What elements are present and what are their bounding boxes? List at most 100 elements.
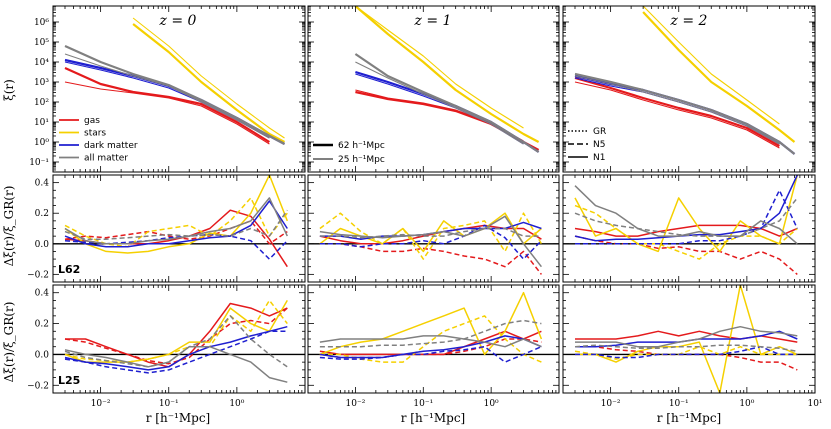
y-tick-label: 0.0 <box>35 240 50 250</box>
panel-frame <box>562 5 816 173</box>
legend-label-box-1: 25 h⁻¹Mpc <box>338 155 385 165</box>
diff-line-gas-N5 <box>574 235 798 275</box>
xi-line-all-matter-25 <box>64 53 270 139</box>
xlabel-col-2: r [h⁻¹Mpc] <box>657 411 721 425</box>
series-group <box>308 212 559 275</box>
y-tick-label: −0.2 <box>27 270 49 280</box>
diff-line-all-matter-N1 <box>319 215 542 268</box>
xi-line-all-matter-25 <box>355 61 524 145</box>
legend-label-N5: N5 <box>593 140 605 150</box>
panel-frame <box>52 174 306 283</box>
diff-line-all-matter-N5 <box>319 227 542 239</box>
panels-layer: 10⁻¹10⁰10¹10²10³10⁴10⁵10⁶−0.20.00.20.410… <box>27 5 823 409</box>
xi-line-gas-62 <box>574 76 780 147</box>
diff-line-stars-N1 <box>64 175 288 254</box>
panel-r2-c0: 10⁻² 10⁻¹ 10⁰ −0.2 0.0 0.2 0.4 <box>27 284 306 409</box>
diff-line-all-matter-N5 <box>64 209 288 240</box>
diff-line-dark-matter-N5 <box>64 330 288 374</box>
x-tick-label: 10⁻² <box>91 399 111 409</box>
diff-line-gas-N1 <box>574 224 798 237</box>
x-tick-label: 10⁻² <box>346 399 366 409</box>
y-tick-label: 10¹ <box>34 118 49 128</box>
panel-r1-c1 <box>307 174 560 283</box>
title-z2: z = 2 <box>670 13 708 29</box>
y-tick-label: 10⁰ <box>34 138 49 148</box>
diff-line-dark-matter-N5 <box>319 345 542 363</box>
legend-label-GR: GR <box>593 127 606 137</box>
series-group <box>53 175 305 268</box>
diff-line-dark-matter-N1 <box>319 335 542 359</box>
diff-line-gas-N1 <box>575 330 798 343</box>
xi-line-stars-62 <box>132 23 286 143</box>
panel-frame <box>52 5 306 173</box>
diff-line-stars-N5 <box>574 204 798 260</box>
labels-layer: r [h⁻¹Mpc] r [h⁻¹Mpc] r [h⁻¹Mpc] ξ(r) Δξ… <box>2 13 721 425</box>
row-label-l62: L62 <box>58 263 80 276</box>
panel-r0-c1 <box>307 5 560 173</box>
y-tick-label: 0.4 <box>35 289 50 299</box>
diff-line-gas-N5 <box>319 243 542 275</box>
xlabel-col-1: r [h⁻¹Mpc] <box>401 411 465 425</box>
row-label-l25: L25 <box>58 374 80 387</box>
y-tick-label: 10³ <box>34 78 49 88</box>
y-tick-label: 10² <box>34 98 49 108</box>
xi-line-all-matter-62 <box>354 53 540 153</box>
diff-line-gas-N5 <box>64 307 288 365</box>
x-tick-label: 10⁻¹ <box>159 399 179 409</box>
diff-line-dark-matter-N5 <box>575 345 798 359</box>
diff-line-all-matter-N1 <box>64 197 288 245</box>
diff-line-all-matter-N1 <box>64 345 288 383</box>
panel-r1-c2 <box>562 174 816 283</box>
xi-line-all-matter-25 <box>574 75 780 145</box>
xi-line-gas-62 <box>64 66 270 143</box>
legend-label-N1: N1 <box>593 153 605 163</box>
xi-line-stars-62 <box>354 6 540 143</box>
x-tick-label: 10⁰ <box>229 399 244 409</box>
y-tick-label: 0.0 <box>35 350 50 360</box>
series-group <box>563 175 815 275</box>
xi-line-dark-matter-25 <box>355 73 524 145</box>
legend-label-stars: stars <box>84 129 106 139</box>
x-tick-label: 10⁻¹ <box>413 399 433 409</box>
series-group <box>64 17 286 145</box>
y-tick-label: 10⁵ <box>34 38 49 48</box>
y-tick-label: 0.4 <box>35 179 50 189</box>
xi-line-all-matter-62 <box>64 44 286 145</box>
panel-r2-c1: 10⁻² 10⁻¹ 10⁰ <box>307 284 560 409</box>
x-tick-label: 10⁻¹ <box>669 399 689 409</box>
diff-line-all-matter-N1 <box>575 325 798 348</box>
legend-label-dark-matter: dark matter <box>84 141 138 151</box>
diff-line-all-matter-N5 <box>574 344 798 353</box>
diff-line-stars-N1 <box>575 285 798 393</box>
xi-line-dark-matter-62 <box>355 70 540 153</box>
panel-frame <box>52 284 306 394</box>
x-tick-label: 10⁰ <box>739 399 754 409</box>
legend-label-gas: gas <box>84 116 100 126</box>
xi-line-stars-25 <box>642 6 780 125</box>
legend-label-all-matter: all matter <box>84 154 128 164</box>
diff-line-all-matter-N5 <box>64 315 288 368</box>
y-tick-label: 10⁴ <box>34 58 49 68</box>
series-group <box>574 6 796 155</box>
panel-r0-c2 <box>562 5 816 173</box>
title-z0: z = 0 <box>159 13 197 29</box>
title-z1: z = 1 <box>414 13 452 29</box>
x-tick-label: 10⁻² <box>601 399 621 409</box>
x-tick-label: 10¹ <box>807 399 822 409</box>
diff-line-dark-matter-N1 <box>64 325 288 371</box>
series-group <box>354 6 540 153</box>
xi-line-stars-62 <box>642 11 796 143</box>
diff-line-all-matter-N1 <box>574 185 798 245</box>
legends-layer: gas stars dark matter all matter 62 h⁻¹Mpc 25… <box>59 116 606 165</box>
diff-line-gas-N5 <box>575 345 798 371</box>
series-group <box>563 285 815 393</box>
diff-line-all-matter-N5 <box>319 319 542 348</box>
xi-line-stars-25 <box>132 17 285 139</box>
panel-frame <box>562 174 816 283</box>
y-tick-label: 0.2 <box>35 209 49 219</box>
diff-line-stars-N5 <box>319 315 542 363</box>
diff-line-dark-matter-N5 <box>319 224 542 260</box>
diff-line-stars-N5 <box>64 197 288 248</box>
diff-line-stars-N1 <box>319 291 543 356</box>
